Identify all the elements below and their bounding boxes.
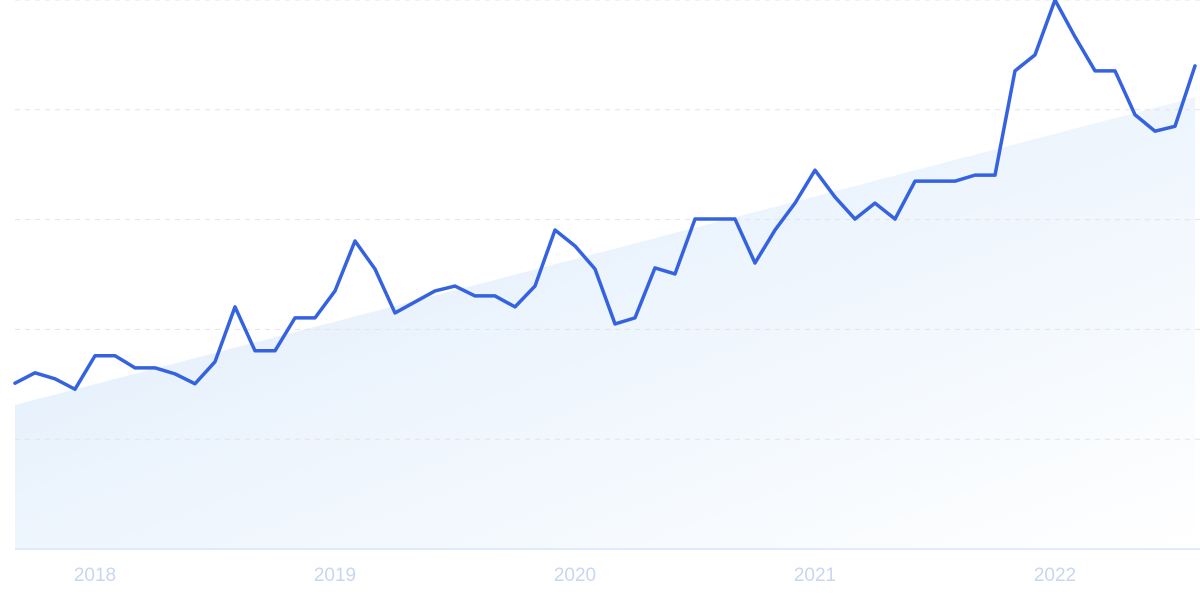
x-tick-label: 2018	[74, 565, 116, 586]
line-series	[13, 0, 1197, 391]
x-tick-label: 2020	[554, 565, 596, 586]
x-tick-label: 2019	[314, 565, 356, 586]
trend-area	[15, 97, 1195, 549]
x-tick-label: 2021	[794, 565, 836, 586]
x-tick-label: 2022	[1034, 565, 1076, 586]
